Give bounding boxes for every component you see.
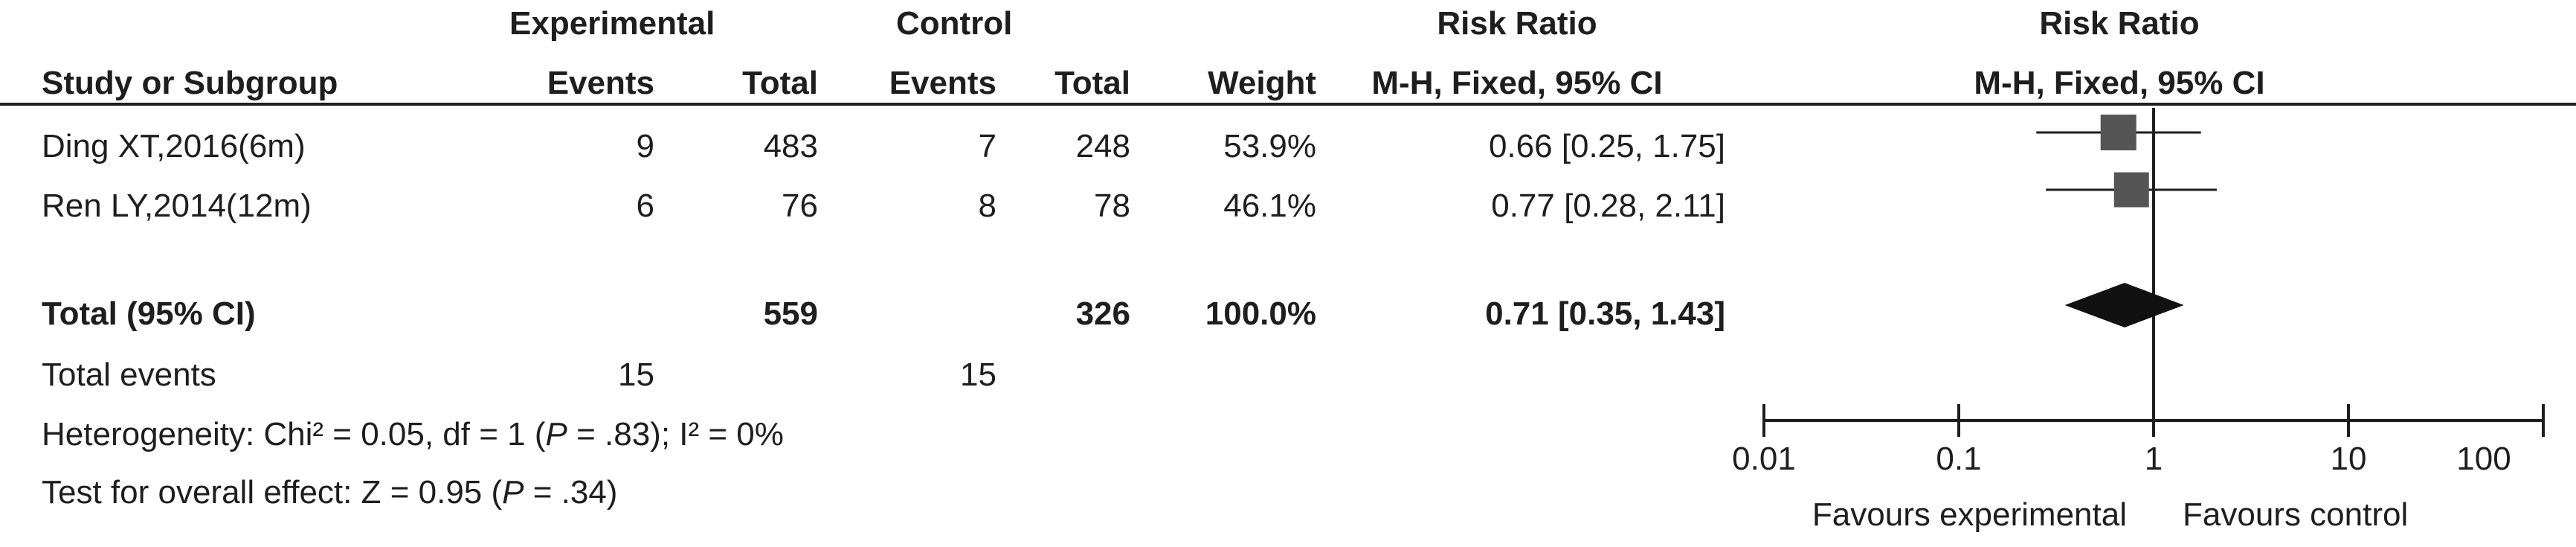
study-risk-ratio: 0.77 [0.28, 2.11]: [1491, 188, 1725, 224]
column-header-ctl-total: Total: [1054, 65, 1130, 101]
column-header-study: Study or Subgroup: [42, 65, 338, 101]
study-name: Ding XT,2016(6m): [42, 128, 306, 164]
column-header-exp-events: Events: [547, 65, 654, 101]
study-risk-ratio: 0.66 [0.25, 1.75]: [1488, 128, 1725, 164]
study-exp-total: 76: [782, 188, 818, 224]
total-weight: 100.0%: [1205, 295, 1316, 332]
total-events-ctl: 15: [960, 356, 996, 393]
study-name: Ren LY,2014(12m): [42, 188, 312, 224]
axis-tick-label: 10: [2330, 441, 2367, 477]
favours-control-label: Favours control: [2183, 496, 2409, 533]
study-square: [2100, 115, 2137, 150]
study-exp-events: 6: [636, 188, 654, 224]
study-weight: 53.9%: [1223, 128, 1316, 164]
total-exp-total: 559: [763, 295, 818, 332]
study-weight: 46.1%: [1223, 188, 1316, 224]
experimental-group-header: Experimental: [509, 5, 715, 42]
study-ctl-total: 248: [1075, 128, 1130, 164]
header-rule: [0, 103, 2576, 106]
column-header-ctl-events: Events: [889, 65, 996, 101]
pooled-diamond: [2064, 283, 2184, 327]
column-header-rr-plot: M-H, Fixed, 95% CI: [1974, 65, 2265, 101]
study-ctl-events: 8: [978, 188, 996, 224]
risk-ratio-plot-group-header: Risk Ratio: [2039, 5, 2200, 42]
study-exp-events: 9: [636, 128, 654, 164]
axis-tick-label: 0.1: [1936, 441, 1982, 477]
column-header-weight: Weight: [1208, 65, 1316, 101]
column-header-rr-table: M-H, Fixed, 95% CI: [1371, 65, 1663, 101]
risk-ratio-table-group-header: Risk Ratio: [1437, 5, 1597, 42]
heterogeneity-text: Heterogeneity: Chi² = 0.05, df = 1 (P = …: [42, 416, 784, 452]
axis-tick-label: 1: [2144, 441, 2163, 477]
overall-effect-text: Test for overall effect: Z = 0.95 (P = .…: [42, 474, 618, 511]
total-label: Total (95% CI): [42, 295, 256, 332]
total-ctl-total: 326: [1075, 295, 1130, 332]
study-ctl-events: 7: [978, 128, 996, 164]
column-header-exp-total: Total: [742, 65, 818, 101]
total-events-label: Total events: [42, 356, 216, 393]
study-ctl-total: 78: [1094, 188, 1130, 224]
total-risk-ratio: 0.71 [0.35, 1.43]: [1485, 295, 1725, 332]
control-group-header: Control: [896, 5, 1013, 42]
favours-experimental-label: Favours experimental: [1812, 496, 2127, 533]
study-square: [2113, 172, 2149, 208]
axis-tick-label: 100: [2456, 441, 2511, 477]
total-events-exp: 15: [618, 356, 654, 393]
axis-tick-label: 0.01: [1732, 441, 1796, 477]
study-exp-total: 483: [763, 128, 818, 164]
